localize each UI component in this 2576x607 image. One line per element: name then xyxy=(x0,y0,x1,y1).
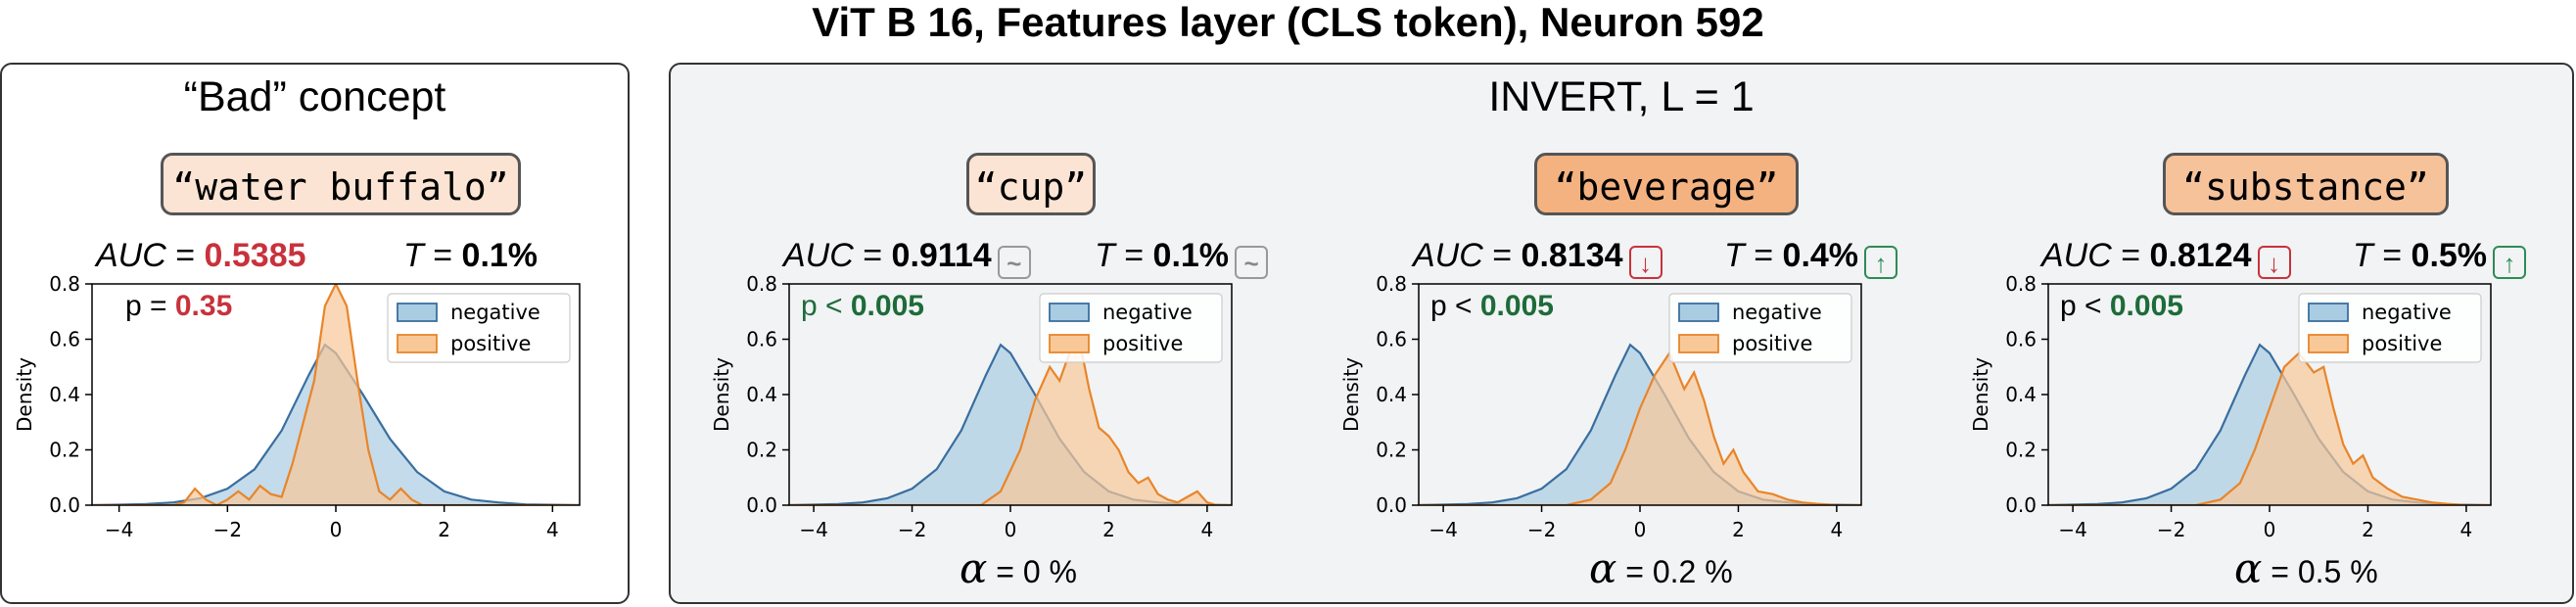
alpha-value: = 0.5 % xyxy=(2271,554,2377,589)
bad-panel-title: “Bad” concept xyxy=(2,72,628,121)
alpha-label-cup: α = 0 % xyxy=(960,544,1077,593)
invert-panel-title: INVERT, L = 1 xyxy=(671,72,2572,121)
x-tick-label: −2 xyxy=(2157,518,2185,541)
legend-swatch-negative xyxy=(2309,304,2348,321)
y-tick-label: 0.8 xyxy=(2005,272,2037,296)
x-tick-label: 0 xyxy=(2264,518,2276,541)
y-tick-label: 0.0 xyxy=(2005,493,2037,517)
x-tick-label: 4 xyxy=(2460,518,2473,541)
y-tick-label: 0.6 xyxy=(2005,328,2037,351)
concept-label-substance: “substance” xyxy=(2163,153,2449,215)
p-label: p < xyxy=(2060,290,2110,322)
concept-label-cup: “cup” xyxy=(966,153,1096,215)
alpha-label-beverage: α = 0.2 % xyxy=(1589,544,1733,593)
y-tick-label: 0.2 xyxy=(2005,439,2037,462)
legend-swatch-positive xyxy=(2309,335,2348,352)
alpha-value: = 0 % xyxy=(996,554,1077,589)
y-tick-label: 0.4 xyxy=(2005,383,2037,406)
x-tick-label: −4 xyxy=(2058,518,2086,541)
y-axis-label: Density xyxy=(1969,357,1992,432)
figure-title: ViT B 16, Features layer (CLS token), Ne… xyxy=(0,0,2576,45)
bad-concept-label: “water buffalo” xyxy=(161,153,521,215)
x-tick-label: 2 xyxy=(2362,518,2374,541)
legend-label-positive: positive xyxy=(2362,332,2442,355)
alpha-label-substance: α = 0.5 % xyxy=(2234,544,2378,593)
p-value-annotation: p < 0.005 xyxy=(2060,290,2183,322)
legend-label-negative: negative xyxy=(2362,301,2452,324)
density-plot-substance: −4 −2 0 2 4 0.0 0.2 0.4 0.6 0.8 Density negative pos… xyxy=(0,264,2510,548)
p-value: 0.005 xyxy=(2110,290,2183,322)
concept-label-beverage: “beverage” xyxy=(1534,153,1799,215)
alpha-value: = 0.2 % xyxy=(1625,554,1732,589)
